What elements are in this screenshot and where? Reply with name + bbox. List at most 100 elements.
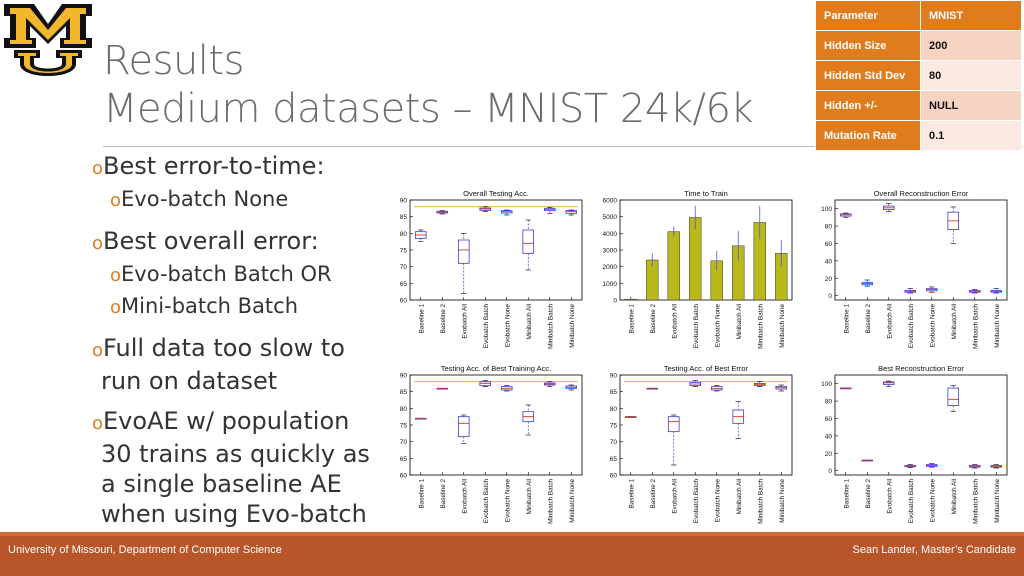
- box: [667, 416, 680, 433]
- bullet-circle-icon: o: [92, 340, 104, 361]
- x-tick-label: Evobatch Batch: [483, 479, 490, 524]
- bullet-continuation: when using Evo-batch: [101, 500, 367, 528]
- bullet-text: Mini-batch Batch: [121, 294, 299, 318]
- x-tick-label: Minibatch None: [994, 479, 1001, 523]
- x-tick-label: Evobatch All: [461, 479, 468, 514]
- x-tick-label: Minibatch Batch: [757, 479, 764, 524]
- bullet-text: Evo-batch Batch OR: [121, 262, 332, 286]
- y-tick-label: 40: [825, 433, 833, 440]
- footer-stripe: [0, 532, 1024, 536]
- bullet-text: Best error-to-time:: [103, 152, 325, 180]
- x-tick-label: Minibatch Batch: [972, 479, 979, 524]
- y-tick-label: 80: [400, 406, 408, 413]
- x-tick-label: Baseline 2: [865, 479, 872, 509]
- param-key: Hidden Std Dev: [815, 60, 921, 91]
- y-tick-label: 40: [825, 258, 833, 265]
- x-tick-label: Evobatch Batch: [693, 304, 700, 349]
- chart-panel: Testing Acc. of Best Training Acc. 60 65 70…: [400, 364, 583, 524]
- chart-title: Overall Testing Acc.: [463, 189, 529, 198]
- x-tick-label: Minibatch All: [526, 479, 533, 514]
- param-key: Parameter: [815, 0, 921, 31]
- box: [457, 416, 470, 438]
- x-tick-label: Minibatch All: [526, 304, 533, 339]
- x-tick-label: Evobatch None: [714, 479, 721, 523]
- parameter-table: Parameter MNIST Hidden Size 200 Hidden S…: [815, 0, 1022, 151]
- chart-panel: Testing Acc. of Best Error 60 65 70 75 80 85 90…: [610, 364, 793, 524]
- x-tick-label: Baseline 2: [440, 479, 447, 509]
- y-tick-label: 1000: [603, 281, 618, 288]
- y-tick-label: 0: [828, 293, 832, 300]
- y-tick-label: 100: [821, 381, 832, 388]
- x-tick-label: Baseline 1: [418, 479, 425, 509]
- y-tick-label: 6000: [603, 198, 618, 205]
- x-tick-label: Baseline 2: [865, 304, 872, 334]
- box: [457, 239, 470, 264]
- param-key: Mutation Rate: [815, 120, 921, 151]
- plot-frame: [409, 374, 583, 476]
- bullet-item: oBest overall error:: [92, 227, 392, 258]
- footer-bar: University of Missouri, Department of Co…: [0, 532, 1024, 576]
- bullet-circle-icon: o: [92, 233, 104, 254]
- y-tick-label: 5000: [603, 214, 618, 221]
- table-row: Hidden +/- NULL: [815, 90, 1022, 121]
- x-tick-label: Minibatch All: [951, 304, 958, 339]
- y-tick-label: 85: [400, 214, 408, 221]
- chart-panel: Best Reconstruction Error 0 20 40 60 80 100 Bas…: [821, 364, 1008, 524]
- chart-title: Time to Train: [684, 189, 727, 198]
- y-tick-label: 80: [825, 399, 833, 406]
- sub-bullet-item: oEvo-batch None: [110, 185, 392, 215]
- chart-title: Best Reconstruction Error: [878, 364, 964, 373]
- x-tick-label: Baseline 1: [418, 304, 425, 334]
- y-tick-label: 90: [400, 198, 408, 205]
- x-tick-label: Baseline 1: [843, 479, 850, 509]
- bullet-text: EvoAE w/ population: [103, 407, 350, 435]
- param-value: 0.1: [920, 120, 1022, 151]
- y-tick-label: 3000: [603, 248, 618, 255]
- y-tick-label: 65: [400, 456, 408, 463]
- y-tick-label: 20: [825, 276, 833, 283]
- param-value: NULL: [920, 90, 1022, 121]
- chart-title: Testing Acc. of Best Error: [664, 364, 749, 373]
- y-tick-label: 0: [613, 298, 617, 305]
- y-tick-label: 75: [610, 423, 618, 430]
- x-tick-label: Evobatch None: [504, 479, 511, 523]
- table-row: Hidden Size 200: [815, 30, 1022, 61]
- param-value: 80: [920, 60, 1022, 91]
- table-row: Hidden Std Dev 80: [815, 60, 1022, 91]
- y-tick-label: 90: [400, 373, 408, 380]
- param-key: Hidden Size: [815, 30, 921, 61]
- sub-bullet-item: oEvo-batch Batch OR: [110, 260, 392, 290]
- x-tick-label: Evobatch Batch: [693, 479, 700, 524]
- y-tick-label: 60: [400, 298, 408, 305]
- x-tick-label: Minibatch None: [779, 304, 786, 348]
- bar: [689, 217, 702, 301]
- box: [522, 229, 535, 254]
- x-tick-label: Baseline 2: [650, 304, 657, 334]
- x-tick-label: Minibatch All: [736, 304, 743, 339]
- x-tick-label: Minibatch Batch: [972, 304, 979, 349]
- param-value: MNIST: [920, 0, 1022, 31]
- x-tick-label: Minibatch None: [569, 304, 576, 348]
- table-row: Mutation Rate 0.1: [815, 120, 1022, 151]
- plot-frame: [834, 374, 1008, 476]
- x-tick-label: Minibatch Batch: [547, 479, 554, 524]
- bullet-continuation: a single baseline AE: [101, 470, 342, 498]
- title-divider: [103, 146, 1023, 147]
- bullet-item: oBest error-to-time:: [92, 152, 392, 183]
- x-tick-label: Minibatch None: [569, 479, 576, 523]
- bullet-list: oBest error-to-time: oEvo-batch None oBe…: [92, 152, 392, 530]
- y-tick-label: 75: [400, 248, 408, 255]
- y-tick-label: 75: [400, 423, 408, 430]
- chart-title: Testing Acc. of Best Training Acc.: [441, 364, 551, 373]
- x-tick-label: Minibatch Batch: [757, 304, 764, 349]
- box: [947, 387, 960, 406]
- slide-title: Results Medium datasets – MNIST 24k/6k: [103, 38, 754, 134]
- plot-frame: [619, 374, 793, 476]
- x-tick-label: Minibatch None: [779, 479, 786, 523]
- plot-frame: [619, 199, 793, 301]
- x-tick-label: Evobatch All: [886, 479, 893, 514]
- bullet-text: Full data too slow to: [103, 334, 345, 362]
- param-value: 200: [920, 30, 1022, 61]
- y-tick-label: 85: [610, 389, 618, 396]
- y-tick-label: 80: [610, 406, 618, 413]
